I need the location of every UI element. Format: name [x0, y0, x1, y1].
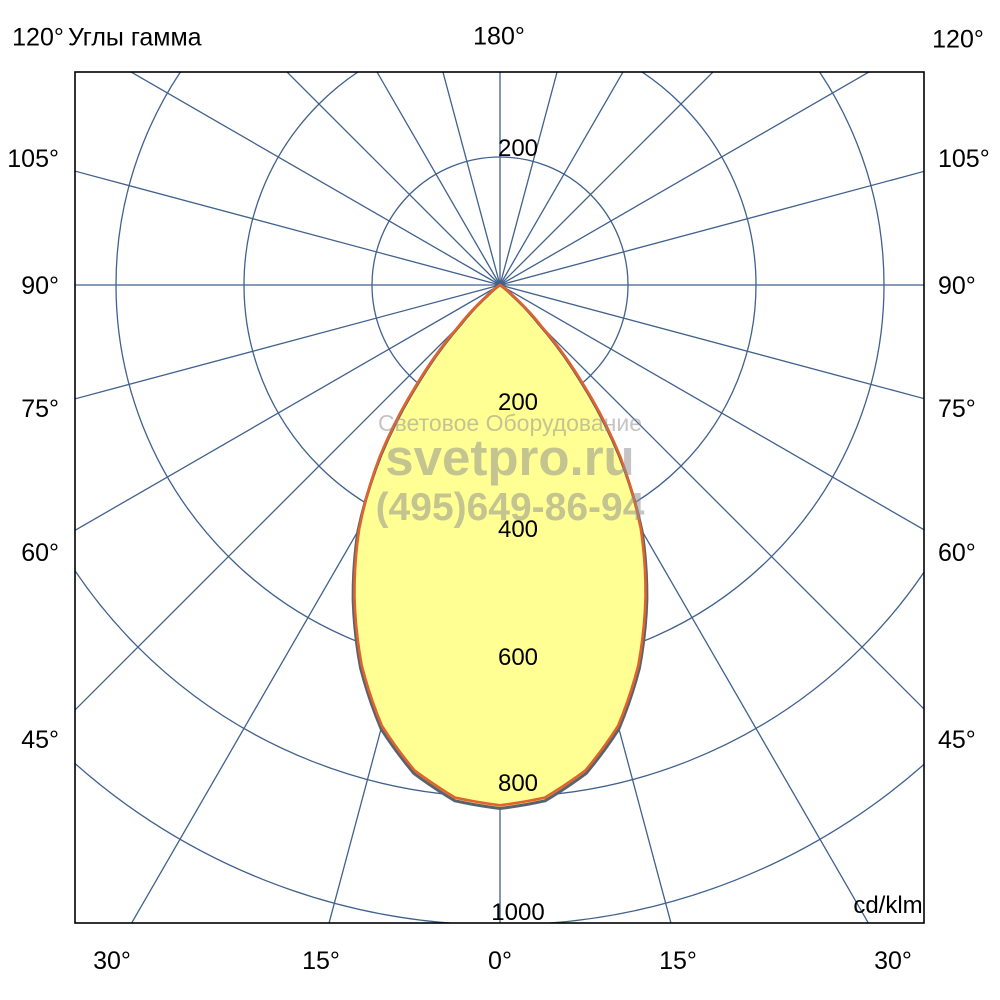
corner-angle-top-right: 120°	[932, 25, 984, 54]
bottom-angle-label: 30°	[874, 947, 912, 975]
right-angle-label: 105°	[938, 145, 990, 173]
radial-tick-label: 200	[498, 389, 538, 416]
angle-label-180: 180°	[473, 22, 525, 51]
gamma-ray-line	[499, 72, 624, 286]
chart-title: Углы гамма	[68, 23, 202, 52]
beam-fill-group	[353, 285, 647, 809]
plot-border	[74, 71, 925, 924]
gamma-ray-line	[499, 72, 871, 286]
radial-tick-label: 800	[498, 770, 538, 797]
gamma-ray-line	[129, 72, 501, 286]
bottom-angle-label: 30°	[93, 947, 131, 975]
gamma-ray-line	[75, 170, 501, 286]
corner-angle-top-left: 120°	[12, 23, 64, 52]
left-angle-label: 45°	[21, 726, 59, 754]
watermark-company: Световое Оборудование	[377, 410, 643, 436]
gamma-ray-line	[499, 284, 924, 400]
watermark-phone: (495)649-86-94	[375, 486, 645, 529]
left-angle-label: 105°	[7, 145, 59, 173]
left-angle-label: 75°	[21, 395, 59, 423]
watermark-site: svetpro.ru	[385, 429, 635, 486]
gamma-ray-line	[376, 72, 501, 286]
right-angle-label: 60°	[938, 539, 976, 567]
bottom-angle-label: 15°	[659, 947, 697, 975]
left-angle-label: 90°	[21, 272, 59, 300]
curve-group	[351, 283, 649, 811]
gamma-ray-line	[75, 284, 501, 400]
gamma-ray-line	[499, 284, 924, 710]
gamma-ray-line	[499, 170, 924, 286]
beam-fill	[353, 285, 647, 809]
gamma-ray-line	[499, 284, 924, 531]
radial-tick-label: 200	[498, 135, 538, 162]
radial-tick-label: 600	[498, 644, 538, 671]
left-angle-label: 60°	[21, 539, 59, 567]
gamma-ray-line	[499, 72, 714, 286]
unit-label: cd/klm	[853, 892, 922, 919]
right-angle-label: 90°	[938, 272, 976, 300]
gamma-ray-line	[499, 72, 558, 286]
right-angle-label: 45°	[938, 726, 976, 754]
radial-tick-label: 1000	[491, 899, 544, 926]
curve-c0-c180	[353, 283, 647, 807]
gamma-ray-line	[75, 284, 501, 532]
bottom-angle-label: 0°	[488, 947, 512, 975]
radial-tick-label: 400	[498, 516, 538, 543]
gamma-ray-line	[286, 72, 501, 286]
gamma-ray-line	[442, 72, 501, 286]
right-angle-label: 75°	[938, 395, 976, 423]
bottom-angle-label: 15°	[302, 947, 340, 975]
